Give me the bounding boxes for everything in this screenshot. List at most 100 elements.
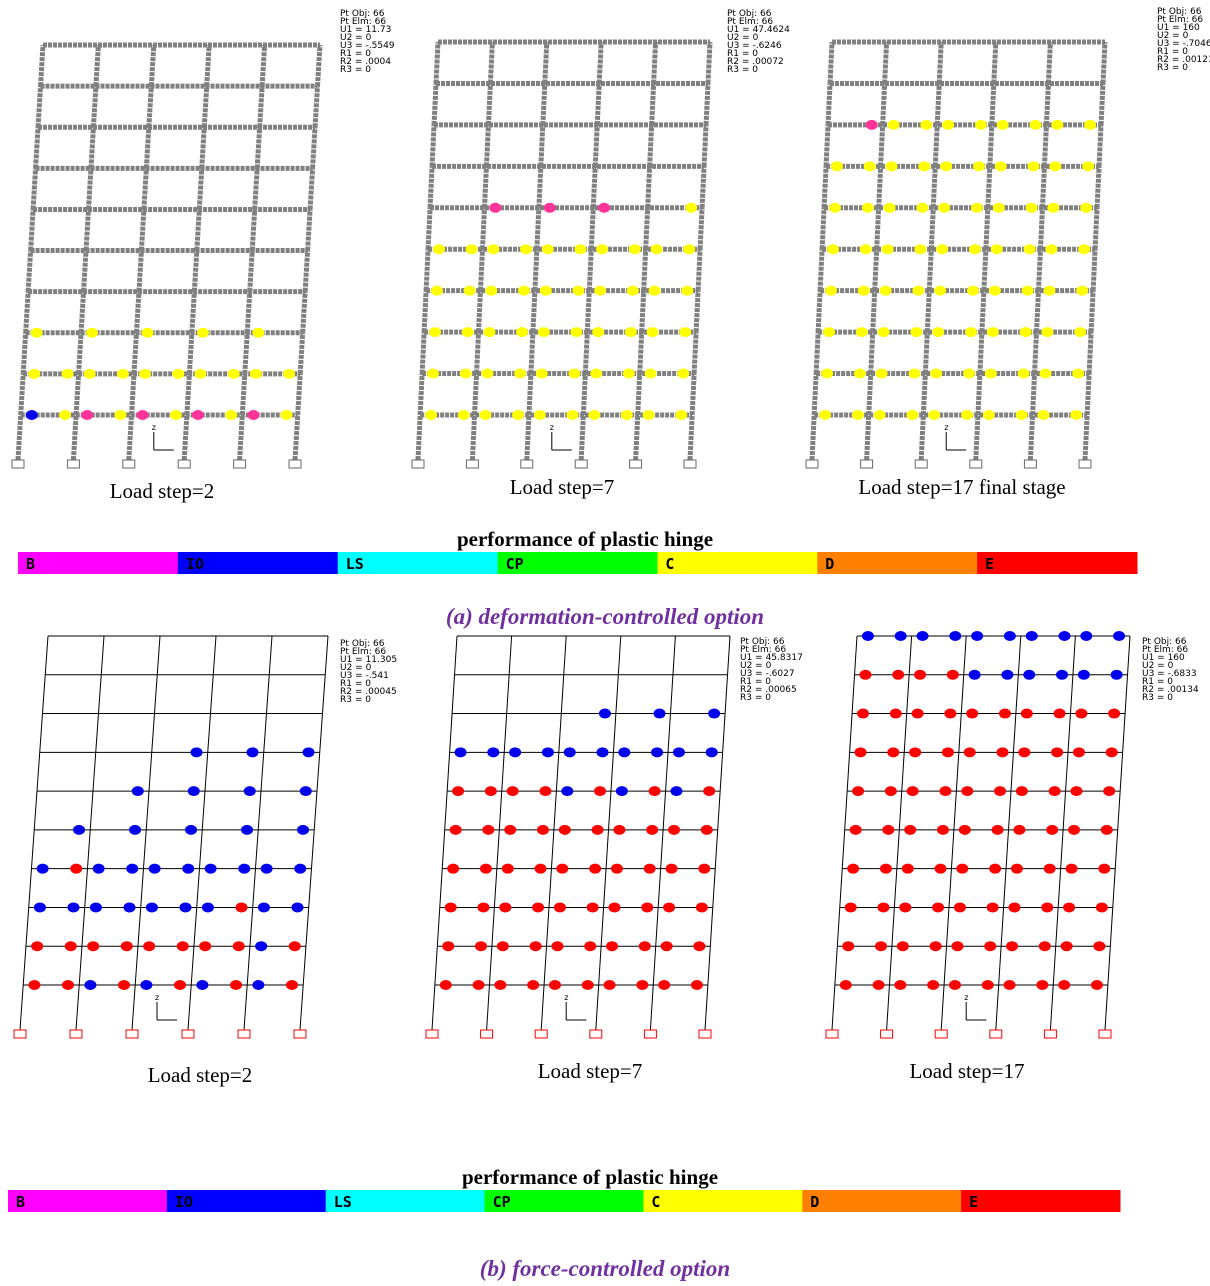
column (1061, 830, 1063, 869)
column (487, 985, 490, 1030)
plastic-hinge (473, 980, 485, 990)
column (690, 415, 692, 460)
column (652, 83, 654, 124)
plastic-hinge (1006, 941, 1018, 951)
plastic-hinge (693, 941, 705, 951)
plastic-hinge (706, 747, 718, 757)
plastic-hinge (59, 410, 71, 420)
plastic-hinge (942, 747, 954, 757)
plastic-hinge (1018, 369, 1030, 379)
plastic-hinge (606, 941, 618, 951)
plastic-hinge (542, 747, 554, 757)
column (909, 636, 911, 675)
plastic-hinge (244, 786, 256, 796)
plastic-hinge (261, 864, 273, 874)
column (927, 291, 929, 332)
column (245, 333, 247, 374)
plastic-hinge (821, 369, 833, 379)
column (313, 127, 315, 168)
column (947, 907, 949, 946)
column (434, 83, 436, 124)
plastic-hinge (852, 410, 864, 420)
plastic-hinge (880, 864, 892, 874)
plastic-hinge (947, 670, 959, 680)
plastic-hinge (1028, 161, 1040, 171)
plastic-hinge (502, 864, 514, 874)
plastic-hinge (431, 286, 443, 296)
column (42, 675, 45, 714)
column (204, 86, 206, 127)
column (696, 291, 698, 332)
plastic-hinge (596, 244, 608, 254)
column (976, 415, 978, 460)
column (31, 209, 33, 250)
plastic-hinge (651, 747, 663, 757)
plastic-hinge (65, 941, 77, 951)
column (544, 946, 546, 985)
column (247, 946, 250, 985)
column (26, 907, 29, 946)
plastic-hinge (651, 244, 663, 254)
plastic-hinge (1039, 941, 1051, 951)
plastic-hinge (654, 709, 666, 719)
column (708, 42, 710, 83)
plastic-hinge (934, 286, 946, 296)
legend-swatch (8, 1190, 167, 1212)
column (96, 45, 98, 86)
plastic-hinge (884, 203, 896, 213)
column (1097, 166, 1099, 207)
column (820, 249, 822, 290)
plastic-hinge (1030, 120, 1042, 130)
support (67, 460, 79, 468)
column (482, 208, 484, 249)
column (38, 86, 40, 127)
plastic-hinge (481, 369, 493, 379)
column (543, 83, 545, 124)
column (1108, 946, 1110, 985)
plastic-hinge (1024, 244, 1036, 254)
plastic-hinge (205, 864, 217, 874)
plastic-hinge (621, 410, 633, 420)
plastic-hinge (520, 244, 532, 254)
panel-caption: Load step=17 final stage (858, 475, 1065, 499)
plastic-hinge (827, 244, 839, 254)
legend-label: IO (175, 1193, 193, 1211)
plastic-hinge (670, 786, 682, 796)
column (899, 791, 901, 830)
support (238, 1030, 250, 1038)
column (999, 946, 1001, 985)
plastic-hinge (466, 244, 478, 254)
column (146, 127, 148, 168)
plastic-hinge (649, 786, 661, 796)
column (1050, 985, 1053, 1030)
section-caption: (a) deformation-controlled option (446, 604, 764, 629)
support (1079, 460, 1091, 468)
column (595, 125, 597, 166)
plastic-hinge (233, 941, 245, 951)
column (1040, 208, 1042, 249)
plastic-hinge (527, 980, 539, 990)
column (583, 374, 585, 415)
plastic-hinge (554, 902, 566, 912)
column (650, 985, 653, 1030)
column (1099, 125, 1101, 166)
plastic-hinge (455, 747, 467, 757)
column (640, 332, 642, 373)
plastic-hinge (932, 902, 944, 912)
plastic-hinge (644, 864, 656, 874)
plastic-hinge (303, 747, 315, 757)
plastic-hinge (124, 902, 136, 912)
support (1044, 1030, 1056, 1038)
plastic-hinge (589, 864, 601, 874)
column (101, 636, 104, 675)
column (599, 946, 601, 985)
column (883, 83, 885, 124)
support (684, 460, 696, 468)
column (20, 985, 23, 1030)
column (644, 249, 646, 290)
column (1044, 125, 1046, 166)
plastic-hinge (132, 786, 144, 796)
column (879, 166, 881, 207)
plastic-hinge (247, 410, 259, 420)
column (658, 869, 660, 908)
